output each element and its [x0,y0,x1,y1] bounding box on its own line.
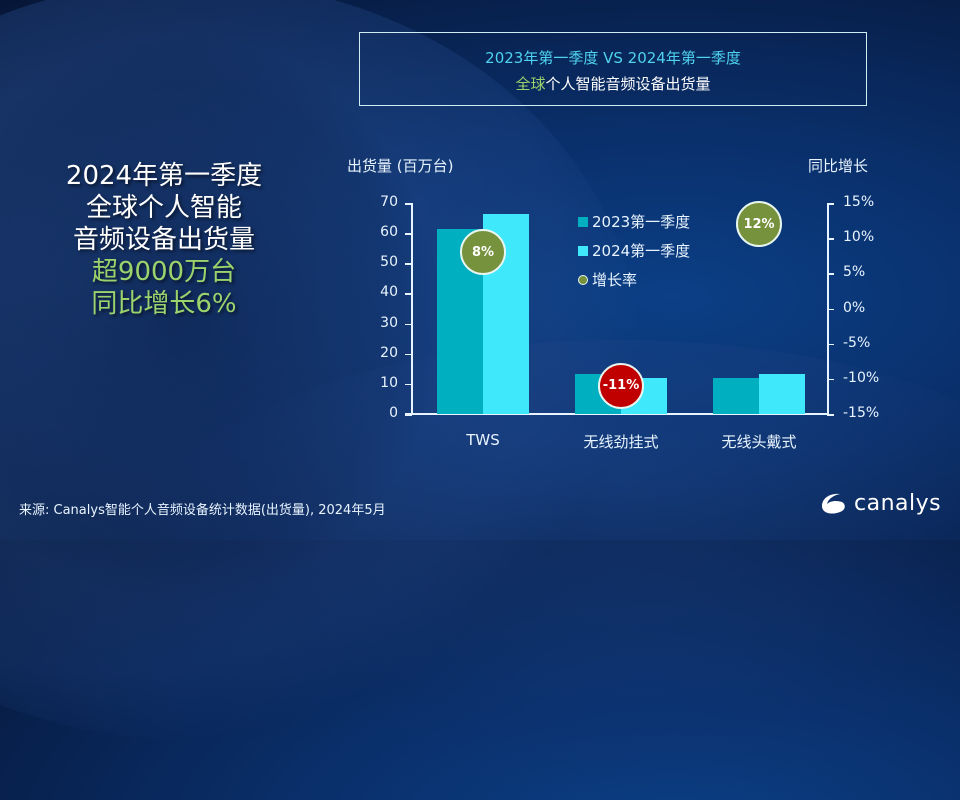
legend: 2023第一季度 2024第一季度 增长率 [578,207,690,294]
growth-rate-bubble: 12% [736,201,782,248]
chart-title-box: 2023年第一季度 VS 2024年第一季度 全球个人智能音频设备出货量 [359,32,867,106]
chart-title-accent: 全球 [515,75,546,93]
left-axis-tick-label: 0 [389,405,398,421]
right-axis-tick-label: 10% [843,229,875,246]
canalys-logo: canalys [818,490,941,516]
legend-item-2023: 2023第一季度 [578,207,690,236]
right-axis-tick-mark [827,308,834,310]
left-axis-tick-label: 30 [380,314,398,331]
left-axis-tick-mark [405,293,412,295]
left-axis-tick-mark [405,414,412,416]
headline-line4: 超9000万台 [91,257,237,287]
background-swoosh-shadow [0,40,440,600]
left-axis-tick-mark [405,263,412,265]
chart-title-line1: 2023年第一季度 VS 2024年第一季度 [485,49,741,67]
left-axis-tick-label: 20 [380,344,398,361]
left-axis-tick-mark [405,383,412,386]
bar-2023-2 [713,377,759,414]
left-axis-tick-label: 50 [380,254,398,271]
chart-title-line2: 全球个人智能音频设备出货量 [360,73,866,94]
legend-item-2024: 2024第一季度 [578,236,690,265]
left-axis-tick-label: 70 [380,194,398,210]
left-axis-line [411,203,413,414]
right-axis-tick-mark [827,378,834,381]
left-axis-tick-mark [405,233,412,235]
canalys-logo-text: canalys [854,490,942,516]
right-axis-title: 同比增长 [808,157,869,175]
canalys-logo-icon [822,493,845,514]
right-axis-tick-label: -15% [843,405,880,421]
legend-item-growth: 增长率 [578,265,690,294]
category-label: 无线劲挂式 [583,433,659,451]
source-note: 来源: Canalys智能个人音频设备统计数据(出货量), 2024年5月 [19,503,386,518]
headline-line2: 全球个人智能 [85,193,242,223]
left-axis-tick-mark [405,353,412,356]
left-axis-tick-label: 10 [380,374,398,391]
right-axis-tick-label: -5% [843,334,871,351]
headline: 2024年第一季度 全球个人智能 音频设备出货量 超9000万台 同比增长6% [34,160,294,320]
legend-label-2024: 2024第一季度 [592,242,691,260]
headline-line1: 2024年第一季度 [65,161,263,191]
legend-label-growth: 增长率 [592,271,638,289]
category-label: TWS [466,431,500,449]
bar-2024-2 [759,373,805,414]
chart-title-rest: 个人智能音频设备出货量 [545,75,711,93]
right-axis-tick-mark [827,273,834,275]
right-axis-tick-label: 0% [843,299,866,316]
headline-line5: 同比增长6% [91,289,237,319]
legend-swatch-2024 [578,245,588,256]
right-axis-tick-label: 5% [843,264,866,281]
legend-dot-growth [578,274,588,285]
right-axis-tick-mark [827,203,834,205]
right-axis-tick-mark [827,343,834,346]
growth-rate-bubble: 8% [460,229,506,276]
legend-label-2023: 2023第一季度 [592,213,691,231]
left-axis-tick-mark [405,203,412,205]
left-axis-title: 出货量 (百万台) [347,157,454,175]
headline-line3: 音频设备出货量 [72,225,255,255]
right-axis-tick-label: 15% [843,194,875,210]
left-axis-tick-mark [405,323,412,326]
right-axis-tick-mark [827,414,834,416]
left-axis-tick-label: 40 [380,284,398,301]
right-axis-tick-label: -10% [843,369,880,386]
legend-swatch-2023 [578,216,588,227]
left-axis-tick-label: 60 [380,224,398,241]
category-label: 无线头戴式 [721,433,797,451]
growth-rate-bubble: -11% [598,362,644,409]
right-axis-tick-mark [827,238,834,240]
